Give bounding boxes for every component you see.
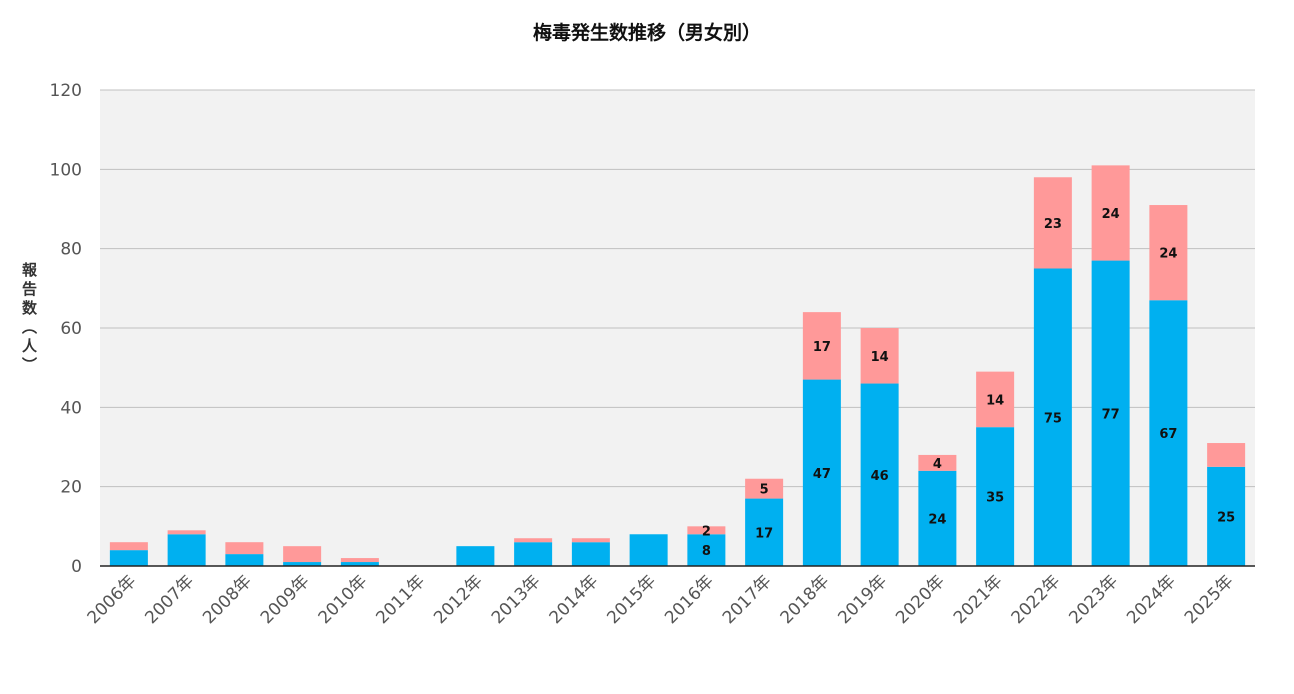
y-tick-label: 0 [71,557,82,577]
bar-male [1207,466,1246,566]
bar-female [918,454,957,471]
bar-female [109,542,148,551]
chart-title: 梅毒発生数推移（男女別） [532,22,761,44]
x-tick-label: 2022年 [1008,571,1065,628]
data-label-male: 67 [1159,427,1177,442]
bar-female [283,546,322,563]
bar-female [1033,177,1072,269]
x-tick-label: 2023年 [1065,571,1122,628]
x-tick-label: 2006年 [84,571,141,628]
bar-female [340,558,379,563]
data-label-female: 2 [702,524,711,539]
x-tick-label: 2025年 [1181,571,1238,628]
bar-male [514,542,553,566]
bar-female [225,542,264,555]
bar-male [976,427,1015,566]
y-tick-label: 100 [50,160,82,180]
bar-male [745,498,784,566]
data-label-male: 46 [871,469,889,484]
x-tick-label: 2007年 [141,571,198,628]
x-tick-label: 2018年 [777,571,834,628]
x-tick-label: 2019年 [834,571,891,628]
bar-male [167,534,206,566]
data-label-female: 23 [1044,217,1062,232]
y-tick-label: 80 [60,240,82,260]
bar-female [1149,205,1188,301]
x-tick-label: 2020年 [892,571,949,628]
bar-male [225,554,264,566]
bar-male [571,542,610,566]
bar-female [687,526,726,535]
bar-male [629,534,668,566]
y-tick-label: 40 [60,398,82,418]
bar-female [571,538,610,543]
data-label-male: 17 [755,526,773,541]
x-tick-label: 2017年 [719,571,776,628]
data-label-male: 77 [1102,407,1120,422]
data-label-female: 24 [1159,247,1177,262]
bar-male [1033,268,1072,566]
bar-male [1091,260,1130,566]
bar-female [167,530,206,535]
x-tick-label: 2010年 [315,571,372,628]
bar-female [976,371,1015,428]
bar-female [802,312,841,380]
data-label-female: 5 [760,483,769,498]
bar-male [456,546,495,566]
bar-male [340,562,379,566]
y-tick-label: 20 [60,478,82,498]
bar-male [283,562,322,566]
x-tick-label: 2009年 [257,571,314,628]
bar-female [1207,443,1246,467]
y-axis-label: 報告数（人） [20,262,38,376]
bar-female [745,478,784,499]
y-tick-label: 60 [60,319,82,339]
data-label-male: 47 [813,467,831,482]
bar-female [860,328,899,384]
data-label-female: 24 [1102,207,1120,222]
x-tick-label: 2021年 [950,571,1007,628]
bar-male [1149,300,1188,566]
data-label-female: 17 [813,340,831,355]
data-label-male: 75 [1044,411,1062,426]
y-tick-label: 120 [50,81,82,101]
bar-female [1091,165,1130,261]
x-tick-label: 2016年 [661,571,718,628]
data-label-female: 14 [871,350,889,365]
data-label-female: 4 [933,457,942,472]
bar-male [802,379,841,566]
bar-female [514,538,553,543]
bar-male [687,534,726,566]
x-tick-label: 2015年 [603,571,660,628]
x-tick-label: 2014年 [546,571,603,628]
bar-male [109,550,148,566]
data-label-male: 8 [702,544,711,559]
x-tick-label: 2012年 [430,571,487,628]
bar-male [860,383,899,566]
bar-male [918,470,957,566]
data-label-male: 24 [928,512,946,527]
x-tick-label: 2008年 [199,571,256,628]
data-label-male: 25 [1217,510,1235,525]
x-tick-label: 2013年 [488,571,545,628]
x-tick-label: 2024年 [1123,571,1180,628]
data-label-male: 35 [986,491,1004,506]
data-label-female: 14 [986,393,1004,408]
x-tick-label: 2011年 [372,571,429,628]
